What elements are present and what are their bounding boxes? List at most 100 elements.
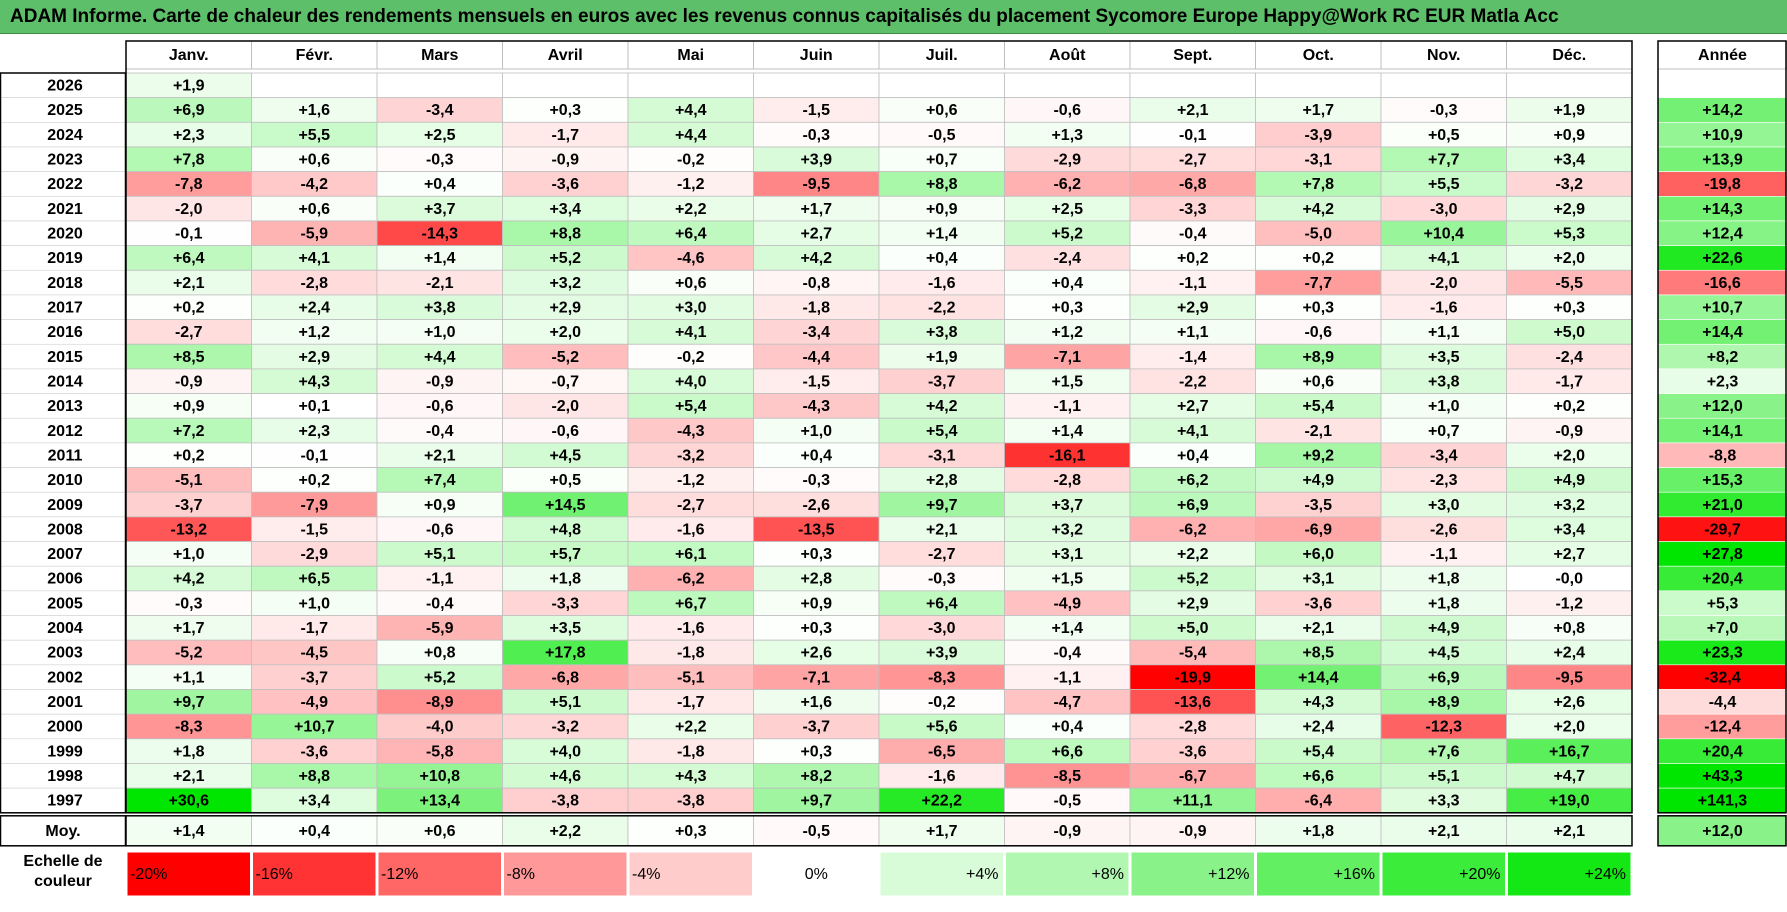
heatmap-cell — [1506, 97, 1633, 123]
annual-value: +7,0 — [1707, 620, 1739, 637]
cell-value: +5,2 — [424, 669, 456, 686]
cell-value: +2,9 — [298, 349, 330, 366]
annual-value: +21,0 — [1702, 497, 1743, 514]
heatmap-cell — [251, 738, 378, 764]
cell-value: +1,4 — [1051, 423, 1083, 440]
heatmap-cell — [627, 565, 754, 592]
heatmap-cell — [1380, 590, 1507, 616]
annual-cell — [1657, 763, 1787, 789]
heatmap-cell — [1004, 121, 1131, 148]
cell-value: +3,2 — [1553, 497, 1585, 514]
cell-value: -2,0 — [1430, 275, 1458, 292]
cell-value: +6,9 — [173, 102, 205, 119]
cell-value: +3,9 — [926, 645, 958, 662]
heatmap-cell — [125, 195, 252, 222]
cell-value: -8,9 — [426, 694, 454, 711]
heatmap-cell — [1255, 245, 1382, 271]
avg-annual-cell — [1657, 815, 1787, 847]
heatmap-cell — [376, 763, 503, 789]
heatmap-cell — [753, 171, 880, 197]
heatmap-cell — [1506, 491, 1633, 518]
year-cell — [0, 146, 127, 172]
cell-value: +4,3 — [298, 373, 330, 390]
cell-value: +1,9 — [1553, 102, 1585, 119]
heatmap-cell — [125, 615, 252, 641]
cell-value: -2,9 — [300, 546, 328, 563]
cell-value: -0,5 — [1053, 793, 1081, 810]
heatmap-cell — [1506, 245, 1633, 271]
heatmap-cell — [502, 516, 629, 542]
heatmap-cell — [753, 97, 880, 123]
year-cell — [0, 787, 127, 814]
annual-value: -19,8 — [1704, 176, 1741, 193]
cell-value: -1,5 — [300, 521, 328, 538]
cell-value: +2,7 — [1177, 398, 1209, 415]
cell-value: -0,3 — [175, 595, 203, 612]
cell-value: +0,3 — [1553, 299, 1585, 316]
heatmap-cell — [1255, 615, 1382, 641]
heatmap-cell — [1380, 467, 1507, 493]
cell-value: +1,5 — [1051, 571, 1083, 588]
cell-value: +0,5 — [549, 472, 581, 489]
heatmap-cell — [627, 245, 754, 271]
cell-value: -1,8 — [802, 299, 830, 316]
chart-title: ADAM Informe. Carte de chaleur des rende… — [10, 6, 1559, 27]
cell-value: +3,9 — [800, 152, 832, 169]
cell-value: +4,1 — [1428, 250, 1460, 267]
cell-value: -6,2 — [1179, 521, 1207, 538]
heatmap-cell — [376, 738, 503, 764]
cell-value: -7,1 — [802, 669, 830, 686]
cell-value: +0,7 — [926, 152, 958, 169]
cell-value: -4,6 — [677, 250, 705, 267]
heatmap-cell — [1506, 368, 1633, 394]
cell-value: +1,7 — [173, 620, 205, 637]
cell-value: +0,3 — [800, 743, 832, 760]
annual-cell — [1657, 565, 1787, 592]
cell-value: +0,9 — [926, 201, 958, 218]
scale-swatch — [754, 851, 879, 897]
annual-value: +10,9 — [1702, 127, 1743, 144]
heatmap-cell — [125, 171, 252, 197]
cell-value: +2,5 — [424, 127, 456, 144]
cell-value: +7,4 — [424, 472, 456, 489]
scale-label-value: +16% — [1334, 866, 1375, 883]
heatmap-cell — [878, 393, 1005, 419]
heatmap-cell — [1506, 343, 1633, 370]
heatmap-cell — [753, 72, 880, 99]
cell-value: +4,9 — [1302, 472, 1334, 489]
cell-value: +4,5 — [549, 447, 581, 464]
cell-value: +2,9 — [1553, 201, 1585, 218]
heatmap-cell — [753, 738, 880, 764]
cell-value: -2,4 — [1555, 349, 1583, 366]
avg-cell — [1004, 815, 1131, 847]
month-header: Juil. — [926, 47, 958, 64]
cell-value: +1,7 — [800, 201, 832, 218]
cell-value: +6,6 — [1051, 743, 1083, 760]
heatmap-cell — [125, 787, 252, 814]
heatmap-cell — [1129, 368, 1256, 394]
cell-value: +6,5 — [298, 571, 330, 588]
annual-header: Année — [1698, 47, 1747, 64]
cell-value: +3,4 — [1553, 521, 1585, 538]
heatmap-cell — [1506, 269, 1633, 296]
cell-value: -1,1 — [426, 571, 454, 588]
cell-value: +1,2 — [1051, 324, 1083, 341]
cell-value: +8,5 — [1302, 645, 1334, 662]
annual-cell — [1657, 196, 1787, 222]
heatmap-cell — [753, 442, 880, 468]
cell-value: -2,7 — [928, 546, 956, 563]
heatmap-cell — [1129, 269, 1256, 296]
heatmap-cell — [251, 639, 378, 666]
cell-value: -1,8 — [677, 645, 705, 662]
cell-value: -2,9 — [1053, 152, 1081, 169]
cell-value: +6,7 — [675, 595, 707, 612]
cell-value: -2,8 — [1179, 719, 1207, 736]
heatmap-cell — [1004, 195, 1131, 222]
cell-value: -1,5 — [802, 373, 830, 390]
heatmap-cell — [1129, 639, 1256, 666]
heatmap-cell — [376, 639, 503, 666]
heatmap-cell — [1380, 146, 1507, 173]
cell-value: -7,7 — [1304, 275, 1332, 292]
scale-label-value: -4% — [632, 866, 660, 883]
heatmap-cell — [627, 343, 754, 370]
